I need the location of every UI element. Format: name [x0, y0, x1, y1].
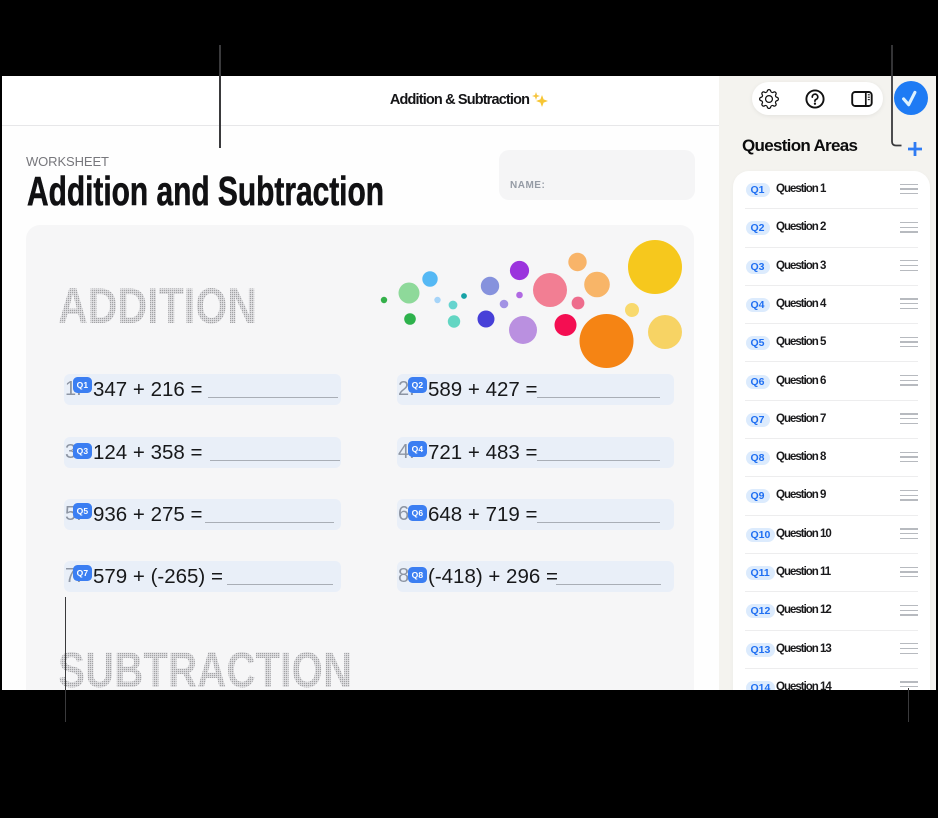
- svg-text:SUBTRACTION: SUBTRACTION: [58, 642, 352, 690]
- svg-text:ADDITION: ADDITION: [58, 278, 257, 334]
